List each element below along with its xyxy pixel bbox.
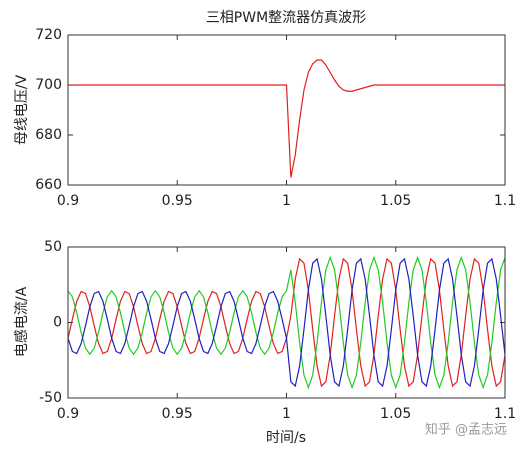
y-axis-label: 母线电压/V bbox=[14, 74, 30, 145]
plot-area bbox=[68, 35, 505, 185]
y-tick-label: 720 bbox=[35, 27, 62, 43]
x-tick-label: 0.9 bbox=[57, 406, 79, 422]
x-tick-label: 0.95 bbox=[162, 193, 193, 209]
x-axis-label: 时间/s bbox=[266, 430, 306, 446]
chart-title: 三相PWM整流器仿真波形 bbox=[206, 10, 366, 26]
x-tick-label: 1.1 bbox=[494, 193, 516, 209]
x-tick-label: 0.95 bbox=[162, 406, 193, 422]
y-tick-label: 0 bbox=[53, 315, 62, 331]
x-tick-label: 0.9 bbox=[57, 193, 79, 209]
axes-frame bbox=[67, 246, 506, 399]
data-line bbox=[67, 257, 506, 388]
x-tick-label: 1.05 bbox=[380, 193, 411, 209]
y-tick-label: -50 bbox=[39, 390, 62, 406]
x-tick-label: 1 bbox=[282, 406, 291, 422]
y-tick-label: 680 bbox=[35, 127, 62, 143]
y-tick-label: 50 bbox=[44, 239, 62, 255]
watermark: 知乎 @孟志远 bbox=[425, 422, 507, 438]
plot-area bbox=[68, 247, 505, 398]
x-tick-label: 1 bbox=[282, 193, 291, 209]
x-tick-label: 1.1 bbox=[494, 406, 516, 422]
x-tick-label: 1.05 bbox=[380, 406, 411, 422]
y-tick-label: 700 bbox=[35, 77, 62, 93]
axes-frame bbox=[67, 34, 506, 186]
y-tick-label: 660 bbox=[35, 177, 62, 193]
y-axis-label: 电感电流/A bbox=[13, 286, 30, 357]
data-line bbox=[68, 59, 505, 178]
